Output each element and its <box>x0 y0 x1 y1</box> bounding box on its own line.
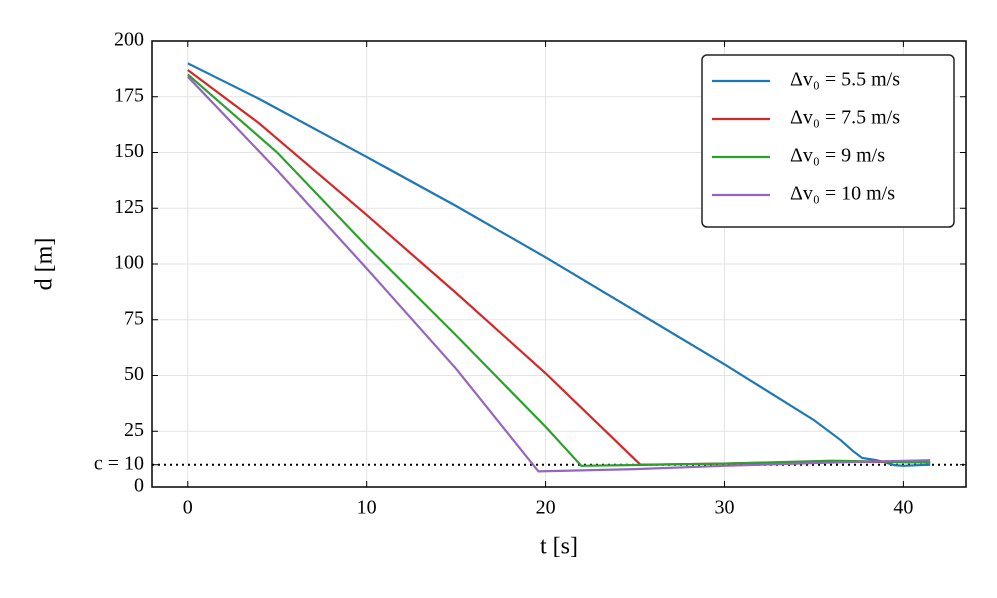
y-axis-label: d [m] <box>32 238 58 291</box>
x-tick-label: 40 <box>893 497 913 519</box>
legend-label: Δv₀ = 10 m/s <box>790 183 895 205</box>
data-line <box>187 62 931 467</box>
y-tick-label: 25 <box>124 419 144 441</box>
x-tick-label: 30 <box>714 497 734 519</box>
x-tick-label: 0 <box>183 497 193 519</box>
data-line <box>187 73 931 467</box>
legend-box <box>701 54 955 228</box>
data-line <box>186 75 931 473</box>
y-tick-label: 200 <box>114 29 144 51</box>
legend-label: Δv₀ = 7.5 m/s <box>790 107 900 129</box>
legend-label: Δv₀ = 5.5 m/s <box>790 69 900 91</box>
y-tick-label: c = 10 <box>94 452 144 474</box>
y-tick-label: 125 <box>114 196 144 218</box>
legend-label: Δv₀ = 9 m/s <box>790 145 885 167</box>
x-tick-label: 20 <box>536 497 556 519</box>
plot-frame <box>151 40 967 488</box>
y-tick-label: 150 <box>114 140 144 162</box>
x-axis-label: t [s] <box>540 534 578 560</box>
x-tick-label: 10 <box>357 497 377 519</box>
y-tick-label: 100 <box>114 252 144 274</box>
y-tick-label: 0 <box>134 475 144 497</box>
y-tick-label: 175 <box>114 84 144 106</box>
y-tick-label: 75 <box>124 307 144 329</box>
y-tick-label: 50 <box>124 363 144 385</box>
